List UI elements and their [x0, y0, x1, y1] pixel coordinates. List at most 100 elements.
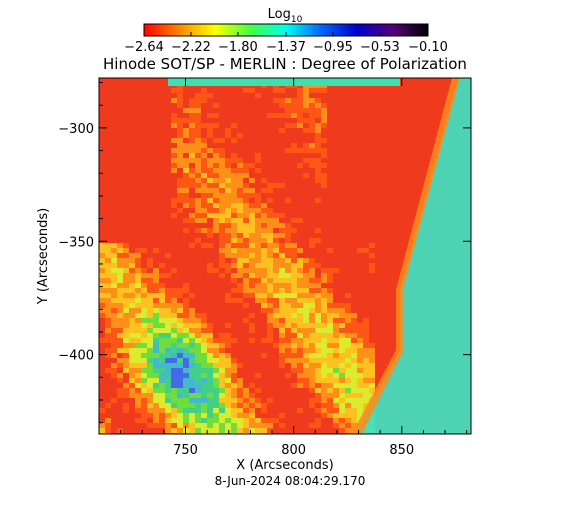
heatmap-cell — [105, 308, 111, 313]
heatmap-cell — [321, 323, 327, 328]
heatmap-cell — [165, 378, 171, 383]
heatmap-cell — [129, 383, 135, 388]
heatmap-cell — [297, 98, 303, 103]
heatmap-cell — [213, 138, 219, 143]
heatmap-cell — [165, 323, 171, 328]
heatmap-cell — [201, 373, 207, 378]
heatmap-cell — [171, 293, 177, 298]
heatmap-cell — [321, 148, 327, 153]
heatmap-cell — [327, 308, 333, 313]
heatmap-cell — [291, 328, 297, 333]
heatmap-cell — [225, 158, 231, 163]
heatmap-cell — [177, 163, 183, 168]
heatmap-cell — [345, 323, 351, 328]
heatmap-cell — [351, 368, 357, 373]
heatmap-cell — [255, 233, 261, 238]
heatmap-cell — [279, 88, 285, 93]
heatmap-cell — [123, 283, 129, 288]
heatmap-cell — [141, 373, 147, 378]
y-axis: −300−350−400 — [58, 82, 471, 424]
heatmap-cell — [297, 123, 303, 128]
heatmap-cell — [285, 98, 291, 103]
heatmap-cell — [165, 333, 171, 338]
heatmap-cell — [207, 348, 213, 353]
heatmap-cell — [177, 318, 183, 323]
heatmap-cell — [249, 213, 255, 218]
heatmap-cell — [189, 363, 195, 368]
heatmap-cell — [213, 373, 219, 378]
heatmap-cell — [279, 338, 285, 343]
heatmap-cell — [171, 323, 177, 328]
heatmap-cell — [105, 348, 111, 353]
y-tick-label: −400 — [58, 349, 94, 364]
y-tick-label: −350 — [58, 235, 94, 250]
heatmap-cell — [207, 178, 213, 183]
heatmap-cell — [333, 313, 339, 318]
heatmap-cell — [177, 413, 183, 418]
heatmap-cell — [183, 303, 189, 308]
heatmap-cell — [243, 233, 249, 238]
heatmap-cell — [183, 118, 189, 123]
heatmap-cell — [201, 353, 207, 358]
heatmap-cell — [225, 343, 231, 348]
heatmap-cell — [297, 218, 303, 223]
heatmap-cell — [105, 313, 111, 318]
heatmap-cell — [339, 393, 345, 398]
heatmap-cell — [273, 273, 279, 278]
heatmap-cell — [207, 363, 213, 368]
heatmap-cell — [147, 313, 153, 318]
heatmap-cell — [129, 333, 135, 338]
heatmap-cell — [309, 343, 315, 348]
heatmap-cell — [219, 248, 225, 253]
heatmap-cell — [117, 428, 123, 433]
heatmap-cell — [183, 203, 189, 208]
heatmap-cell — [165, 413, 171, 418]
heatmap-cell — [339, 423, 345, 428]
heatmap-cell — [225, 183, 231, 188]
heatmap-cell — [249, 313, 255, 318]
heatmap-cell — [273, 308, 279, 313]
heatmap-cell — [303, 338, 309, 343]
heatmap-cell — [243, 423, 249, 428]
heatmap-cell — [285, 333, 291, 338]
colorbar: Log10 −2.64 −2.22 −1.80 −1.37 −0.95 −0.53 −0.1… — [124, 7, 448, 55]
heatmap-cell — [279, 348, 285, 353]
heatmap-cell — [243, 293, 249, 298]
heatmap-cell — [129, 313, 135, 318]
heatmap-cell — [243, 408, 249, 413]
heatmap-cell — [207, 428, 213, 433]
heatmap-cell — [111, 308, 117, 313]
heatmap-cell — [237, 213, 243, 218]
heatmap-cell — [273, 98, 279, 103]
heatmap-cell — [285, 253, 291, 258]
heatmap-cell — [165, 328, 171, 333]
heatmap-cell — [183, 423, 189, 428]
heatmap-cell — [129, 328, 135, 333]
heatmap-cell — [309, 143, 315, 148]
heatmap-cell — [201, 158, 207, 163]
heatmap-cell — [279, 263, 285, 268]
heatmap-cell — [195, 338, 201, 343]
heatmap-cell — [195, 98, 201, 103]
heatmap-cell — [213, 388, 219, 393]
heatmap-cell — [249, 218, 255, 223]
heatmap-cell — [171, 343, 177, 348]
heatmap-cell — [231, 373, 237, 378]
heatmap-cell — [105, 353, 111, 358]
heatmap-cell — [321, 278, 327, 283]
heatmap-cell — [315, 308, 321, 313]
heatmap-cell — [363, 393, 369, 398]
heatmap-cell — [207, 333, 213, 338]
heatmap-cell — [231, 238, 237, 243]
heatmap-cell — [183, 198, 189, 203]
heatmap-cell — [117, 298, 123, 303]
heatmap-cell — [243, 228, 249, 233]
heatmap-cell — [213, 348, 219, 353]
heatmap-cell — [333, 393, 339, 398]
heatmap-cell — [189, 428, 195, 433]
heatmap-cell — [303, 363, 309, 368]
heatmap-cell — [225, 198, 231, 203]
heatmap-cell — [165, 343, 171, 348]
heatmap-cell — [183, 283, 189, 288]
heatmap-cell — [177, 148, 183, 153]
